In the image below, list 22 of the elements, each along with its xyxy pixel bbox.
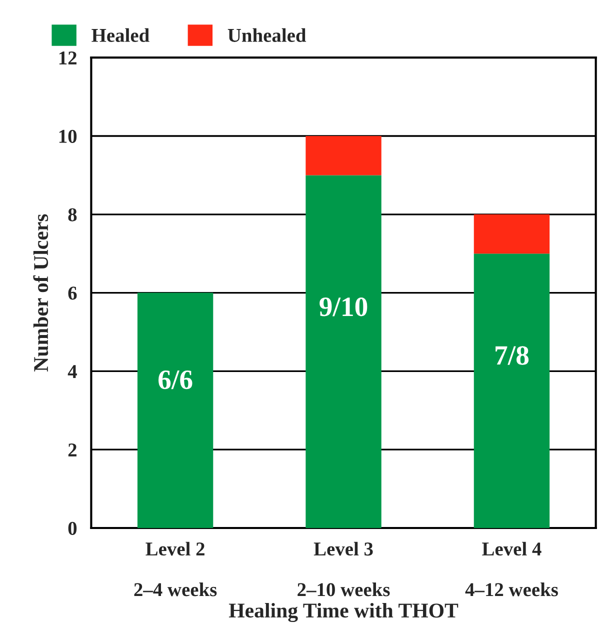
y-axis-title: Number of Ulcers	[33, 214, 48, 372]
annotation: 6/6	[158, 370, 192, 390]
bar	[474, 254, 550, 528]
y-tick-label: 12	[59, 51, 76, 64]
category-label: Level 3 2–10 weeks	[298, 542, 390, 596]
y-tick-label: 0	[68, 522, 77, 535]
annotation: 7/8	[496, 346, 529, 365]
category-label: Level 4 4–12 weeks	[465, 542, 558, 596]
bar	[306, 136, 382, 176]
legend-label: Healed	[92, 28, 150, 42]
annotation: 9/10	[320, 297, 368, 316]
y-tick-label: 10	[59, 130, 77, 143]
y-tick-label: 6	[68, 286, 77, 300]
bar	[474, 214, 550, 254]
x-axis-title: Healing Time with THOT	[228, 602, 458, 622]
bar	[306, 175, 382, 528]
y-tick-label: 8	[68, 208, 77, 222]
category-label: Level 2 2–4 weeks	[134, 542, 217, 596]
y-tick-label: 2	[68, 443, 76, 456]
bar	[137, 292, 214, 528]
y-tick-label: 4	[68, 365, 77, 378]
legend-label: Unhealed	[228, 28, 306, 42]
